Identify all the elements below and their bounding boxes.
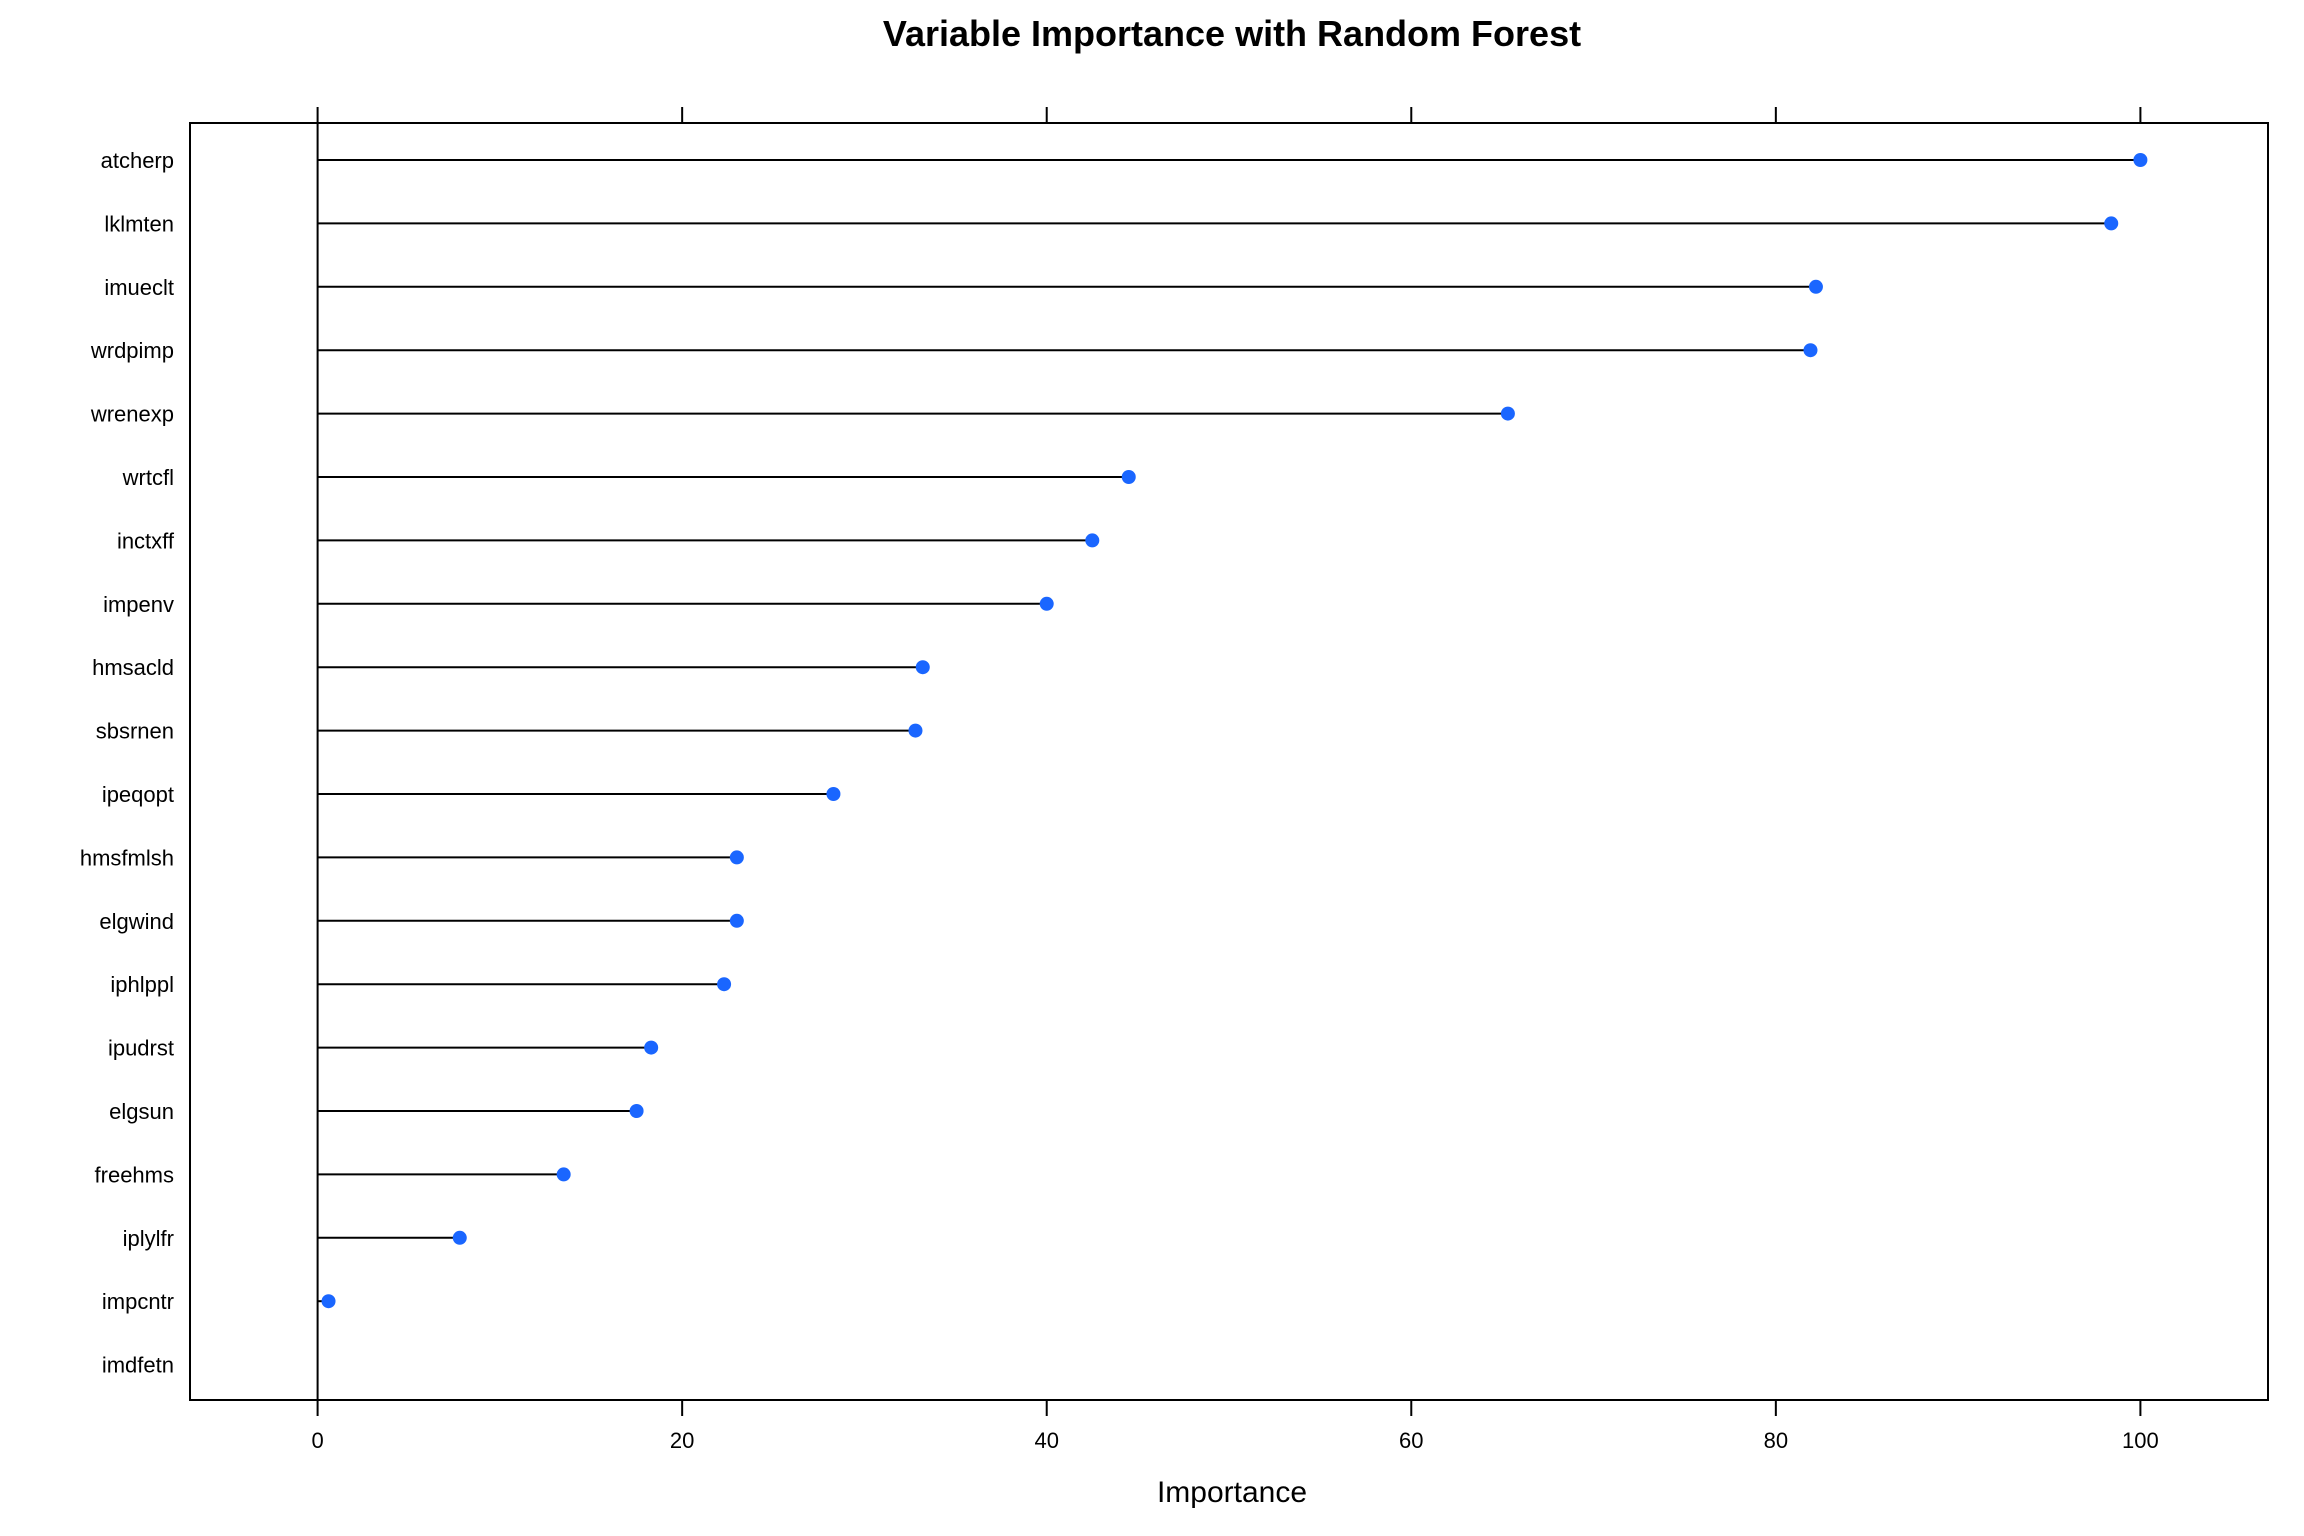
x-axis-bottom-ticks xyxy=(316,1400,2142,1416)
category-label: impcntr xyxy=(102,1289,174,1314)
category-label: ipudrst xyxy=(108,1036,174,1061)
lollipop-point xyxy=(2104,216,2119,231)
category-label: freehms xyxy=(95,1162,174,1187)
x-tick-label: 100 xyxy=(2122,1428,2159,1453)
x-axis-top-ticks xyxy=(316,107,2142,123)
category-label: iphlppl xyxy=(110,972,174,997)
category-label: hmsfmlsh xyxy=(80,845,174,870)
lollipop-point xyxy=(1121,470,1136,484)
plot-frame xyxy=(189,122,2269,1401)
lollipop-point xyxy=(629,1104,644,1118)
x-tick-label: 80 xyxy=(1764,1428,1788,1453)
lollipop-stems xyxy=(317,159,2141,1303)
lollipop-point xyxy=(729,913,744,928)
lollipop-points xyxy=(321,153,2148,1309)
category-label: impenv xyxy=(103,592,174,617)
lollipop-point xyxy=(2133,153,2148,167)
category-label: wrtcfl xyxy=(122,465,174,490)
category-label: iplylfr xyxy=(123,1226,174,1251)
category-label: lklmten xyxy=(104,211,174,236)
x-tick-label: 20 xyxy=(670,1428,694,1453)
lollipop-point xyxy=(452,1230,467,1245)
category-labels: atcherp lklmten imueclt wrdpimp wrenexp wrtcf… xyxy=(80,148,175,1378)
category-label: hmsacld xyxy=(92,655,174,680)
lollipop-point xyxy=(1085,533,1100,548)
lollipop-point xyxy=(1803,343,1818,358)
category-label: elgsun xyxy=(109,1099,174,1124)
lollipop-point xyxy=(717,977,732,992)
chart-title: Variable Importance with Random Forest xyxy=(883,13,1581,54)
x-tick-label: 40 xyxy=(1034,1428,1058,1453)
lollipop-point xyxy=(556,1167,571,1182)
category-label: elgwind xyxy=(99,909,174,934)
lollipop-point xyxy=(826,787,841,801)
lollipop-point xyxy=(1500,406,1515,421)
x-axis-tick-labels: 0 20 40 60 80 100 xyxy=(311,1428,2158,1453)
category-label: atcherp xyxy=(101,148,174,173)
lollipop-point xyxy=(908,723,923,738)
lollipop-point xyxy=(644,1040,659,1055)
category-label: imueclt xyxy=(104,275,174,300)
category-label: inctxff xyxy=(117,528,175,553)
category-label: wrenexp xyxy=(90,402,174,427)
category-label: ipeqopt xyxy=(102,782,174,807)
x-tick-label: 0 xyxy=(311,1428,323,1453)
lollipop-point xyxy=(1808,279,1823,294)
lollipop-point xyxy=(729,850,744,865)
lollipop-point xyxy=(915,660,930,675)
x-axis-label: Importance xyxy=(1157,1476,1307,1509)
lollipop-point xyxy=(1039,596,1054,611)
category-label: imdfetn xyxy=(102,1353,174,1378)
category-label: sbsrnen xyxy=(96,719,174,744)
category-label: wrdpimp xyxy=(90,338,174,363)
lollipop-point xyxy=(321,1294,336,1309)
x-tick-label: 60 xyxy=(1399,1428,1423,1453)
